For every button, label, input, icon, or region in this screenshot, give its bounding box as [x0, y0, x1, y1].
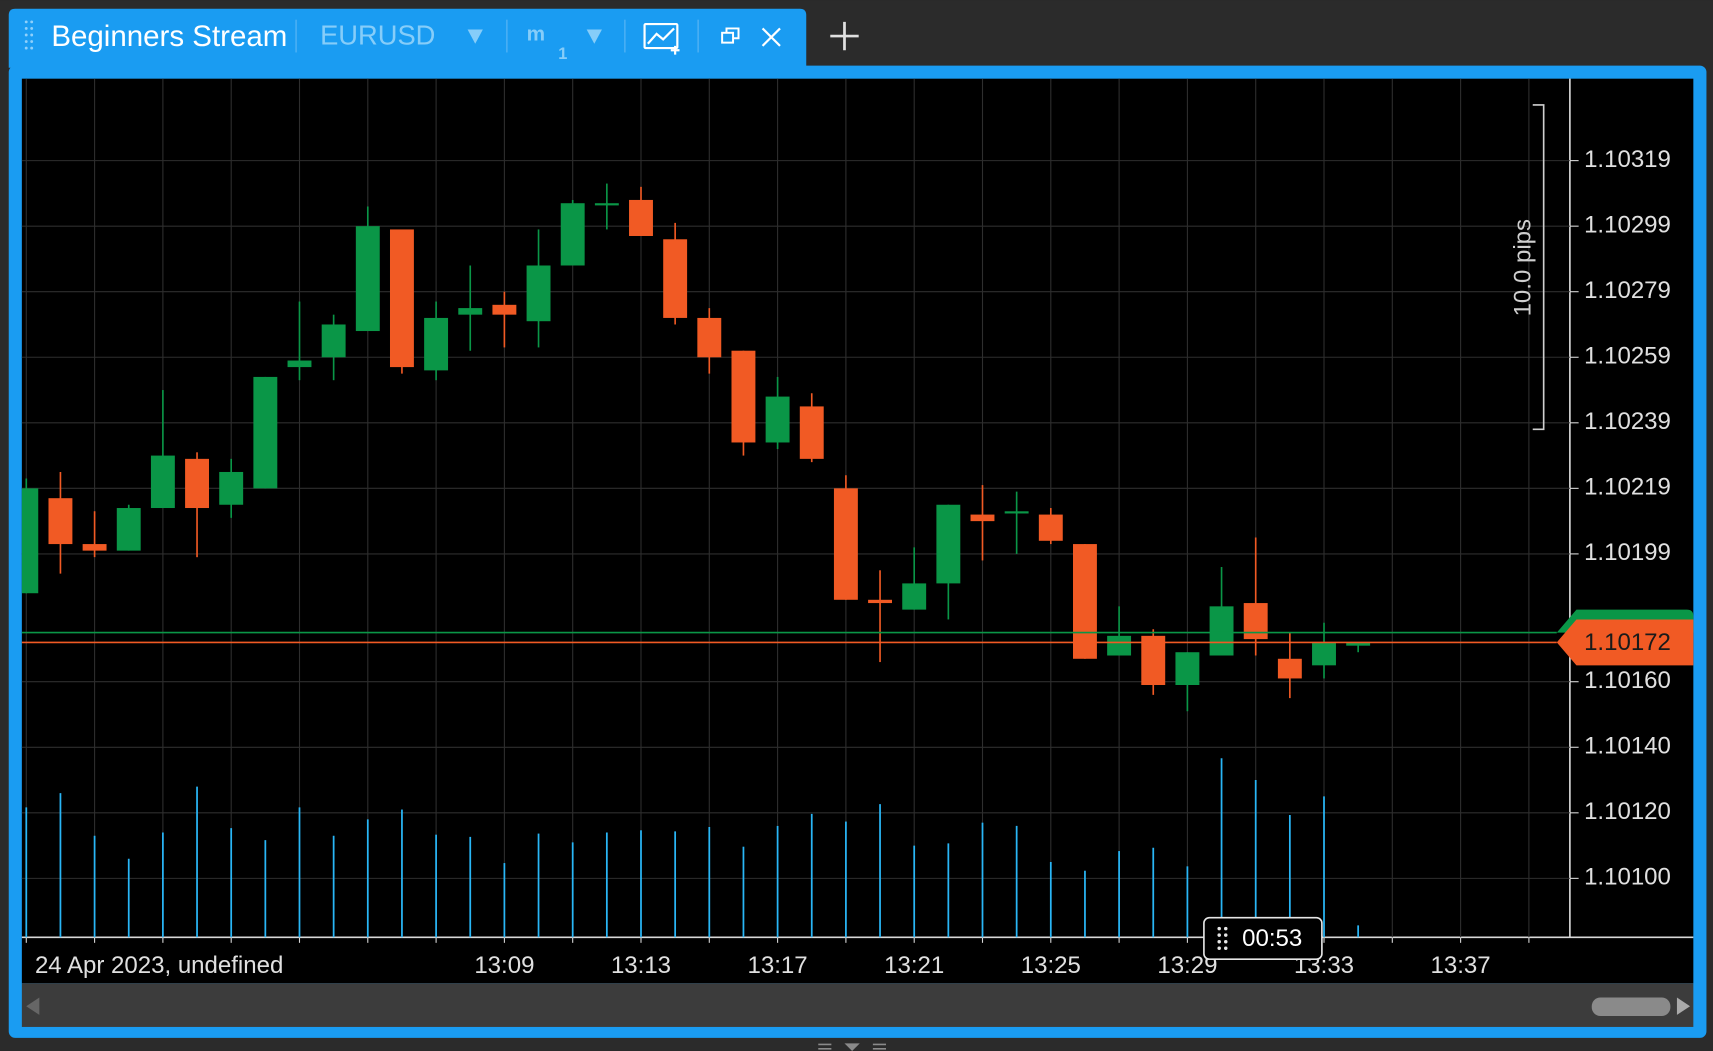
volume-bars	[25, 758, 1360, 938]
drag-grip[interactable]	[24, 20, 34, 50]
candle-body	[185, 458, 209, 509]
candle-body	[1107, 635, 1132, 656]
candle-body	[48, 498, 73, 545]
scrollbar[interactable]	[21, 983, 1694, 1027]
timeframe-dropdown[interactable]	[586, 29, 602, 44]
candle-body	[253, 376, 278, 489]
candle-body	[731, 350, 756, 443]
bid-marker	[1556, 619, 1694, 666]
candle-body	[424, 317, 449, 371]
candle-body	[833, 488, 858, 600]
scroll-left[interactable]	[26, 997, 40, 1015]
candle-body	[1141, 635, 1166, 686]
y-tick-label: 1.10120	[1584, 798, 1671, 825]
y-tick-label: 1.10219	[1584, 474, 1671, 501]
candle-body	[150, 455, 175, 509]
candle-body	[1072, 544, 1097, 659]
y-tick-label: 1.10160	[1584, 667, 1671, 694]
scroll-thumb[interactable]	[1591, 997, 1671, 1017]
candle-body	[1038, 514, 1063, 541]
candle-body	[526, 265, 551, 322]
candle-body	[970, 514, 995, 522]
candle-body	[321, 324, 346, 358]
y-tick-label: 1.10100	[1584, 864, 1671, 891]
symbol-select[interactable]: EURUSD	[320, 19, 435, 50]
y-tick-label: 1.10259	[1584, 343, 1671, 370]
axes: 1.10319 1.10299 1.10279 1.10259 1.10239 1.102…	[25, 146, 1671, 979]
candle-body	[1209, 606, 1234, 656]
bid-label: 1.10172	[1584, 629, 1671, 656]
candle-body	[868, 599, 893, 604]
x-tick-label: 13:37	[1431, 952, 1491, 979]
tab[interactable]	[8, 8, 807, 68]
add-tab-button[interactable]	[830, 21, 859, 51]
candle-body	[1243, 603, 1268, 640]
x-tick-label: 13:17	[748, 952, 808, 979]
candle-body	[765, 396, 790, 443]
close-button[interactable]	[761, 27, 781, 47]
candle-body	[1277, 658, 1302, 679]
candle-body	[389, 229, 414, 368]
countdown-timer: 00:53	[1242, 925, 1302, 952]
chart-settings-icon[interactable]	[643, 22, 680, 55]
x-tick-label: 13:13	[611, 952, 671, 979]
candle-body	[1175, 652, 1200, 686]
y-tick-label: 1.10140	[1584, 733, 1671, 760]
y-tick-label: 1.10319	[1584, 146, 1671, 173]
candle-body	[629, 199, 653, 236]
scroll-right[interactable]	[1676, 997, 1691, 1015]
candle-body	[21, 488, 39, 594]
price-lines: 1.10172	[21, 609, 1694, 666]
date-label: 24 Apr 2023, undefined	[35, 952, 283, 979]
y-tick-label: 1.10299	[1584, 212, 1671, 239]
grid	[21, 78, 1570, 938]
candle-body	[663, 239, 688, 318]
candle-body	[219, 471, 244, 505]
y-tick-label: 1.10239	[1584, 408, 1671, 435]
x-tick-label: 13:09	[474, 952, 534, 979]
candle-body	[1346, 642, 1371, 646]
candle-body	[594, 203, 619, 206]
countdown-box[interactable]	[1203, 916, 1323, 961]
symbol-dropdown[interactable]	[467, 29, 483, 44]
candle-body	[116, 508, 141, 551]
candle-body	[1312, 642, 1336, 666]
pips-ruler-label: 10.0 pips	[1509, 219, 1536, 316]
timeframe-count[interactable]: 1	[558, 45, 567, 63]
countdown-grip[interactable]	[1217, 926, 1228, 951]
y-tick-label: 1.10199	[1584, 539, 1671, 566]
x-tick-label: 13:25	[1021, 952, 1081, 979]
pips-ruler	[1532, 104, 1545, 431]
candle-body	[902, 583, 927, 610]
candle-body	[697, 317, 722, 358]
panel-toggle-arrow[interactable]	[844, 1043, 860, 1051]
timeframe-select[interactable]: m	[527, 22, 545, 45]
candle-body	[560, 203, 585, 266]
candle-body	[492, 304, 517, 315]
tab-title[interactable]: Beginners Stream	[51, 20, 287, 53]
candle-body	[1004, 511, 1029, 514]
candle-body	[936, 504, 961, 584]
candle-body	[799, 406, 824, 459]
x-tick-label: 13:21	[884, 952, 944, 979]
candles	[21, 183, 1371, 712]
candle-body	[82, 544, 107, 551]
candle-body	[355, 226, 380, 332]
detach-icon[interactable]	[721, 27, 740, 44]
y-tick-label: 1.10279	[1584, 277, 1671, 304]
candle-body	[458, 308, 483, 315]
candle-body	[287, 360, 312, 368]
panel-toggle[interactable]	[818, 1043, 886, 1050]
